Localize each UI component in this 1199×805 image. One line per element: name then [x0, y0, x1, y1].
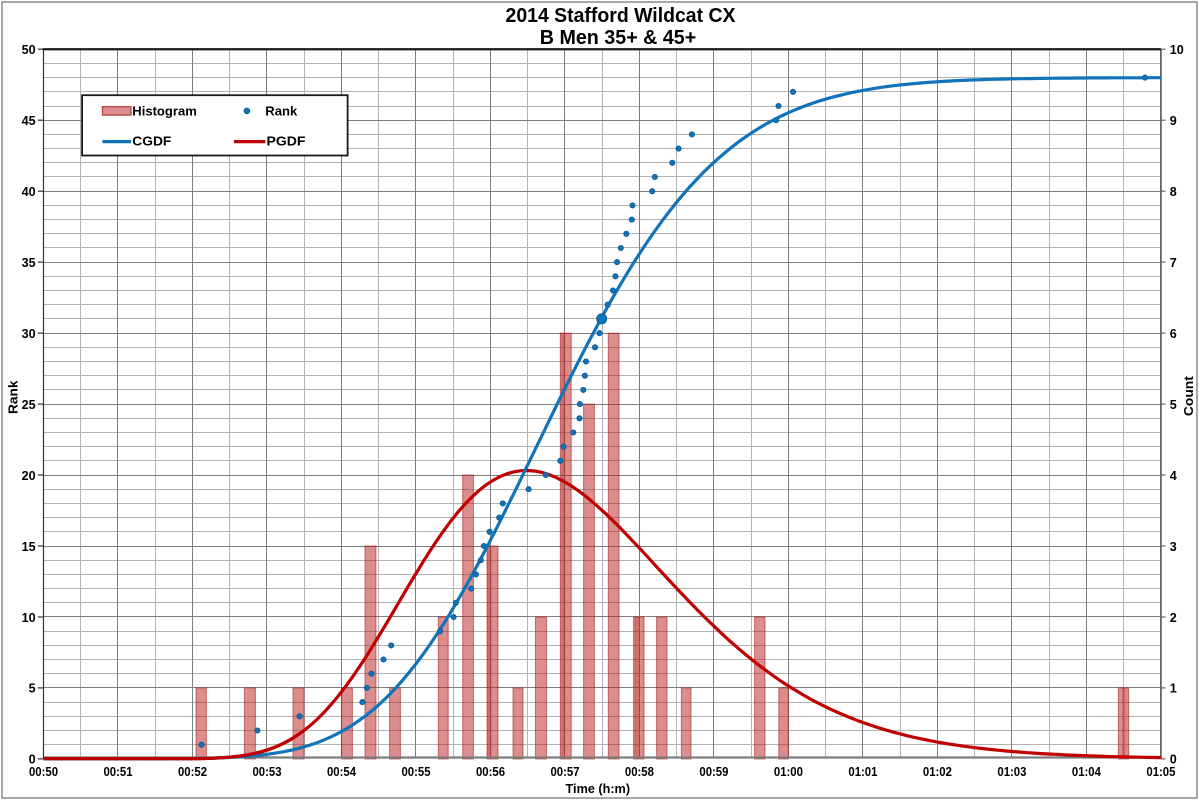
- svg-text:Rank: Rank: [6, 380, 21, 414]
- svg-text:01:04: 01:04: [1072, 764, 1102, 779]
- svg-text:4: 4: [1170, 468, 1178, 483]
- svg-text:35: 35: [22, 255, 36, 270]
- svg-text:50: 50: [22, 42, 36, 57]
- svg-text:20: 20: [22, 468, 36, 483]
- svg-text:00:58: 00:58: [625, 764, 654, 779]
- svg-text:00:57: 00:57: [551, 764, 580, 779]
- svg-text:9: 9: [1170, 113, 1177, 128]
- svg-text:15: 15: [22, 539, 36, 554]
- svg-text:2014 Stafford Wildcat CX: 2014 Stafford Wildcat CX: [506, 5, 736, 27]
- svg-text:Rank: Rank: [265, 103, 298, 118]
- svg-text:5: 5: [29, 681, 36, 696]
- svg-text:0: 0: [1170, 752, 1177, 767]
- svg-text:01:00: 01:00: [774, 764, 803, 779]
- svg-text:5: 5: [1170, 397, 1177, 412]
- svg-text:00:50: 00:50: [29, 764, 58, 779]
- svg-text:3: 3: [1170, 539, 1177, 554]
- svg-text:1: 1: [1170, 681, 1177, 696]
- svg-text:PGDF: PGDF: [267, 133, 306, 148]
- svg-text:00:51: 00:51: [104, 764, 133, 779]
- svg-text:01:03: 01:03: [997, 764, 1026, 779]
- svg-text:10: 10: [22, 610, 36, 625]
- svg-text:00:52: 00:52: [178, 764, 207, 779]
- svg-text:8: 8: [1170, 184, 1177, 199]
- svg-text:Histogram: Histogram: [132, 103, 197, 118]
- svg-text:Time (h:m): Time (h:m): [566, 781, 631, 796]
- svg-text:00:53: 00:53: [253, 764, 282, 779]
- svg-text:30: 30: [22, 326, 36, 341]
- svg-text:B Men 35+ & 45+: B Men 35+ & 45+: [540, 27, 697, 49]
- svg-text:00:54: 00:54: [327, 764, 357, 779]
- svg-text:45: 45: [22, 113, 36, 128]
- svg-text:2: 2: [1170, 610, 1177, 625]
- svg-text:01:05: 01:05: [1146, 764, 1175, 779]
- svg-text:Count: Count: [1181, 375, 1196, 416]
- svg-text:0: 0: [29, 752, 36, 767]
- svg-text:CGDF: CGDF: [132, 133, 171, 148]
- svg-text:01:02: 01:02: [923, 764, 952, 779]
- svg-text:01:01: 01:01: [848, 764, 877, 779]
- svg-text:7: 7: [1170, 255, 1177, 270]
- svg-text:00:56: 00:56: [476, 764, 505, 779]
- svg-text:6: 6: [1170, 326, 1177, 341]
- svg-text:25: 25: [22, 397, 36, 412]
- svg-text:00:59: 00:59: [699, 764, 728, 779]
- svg-text:10: 10: [1170, 42, 1184, 57]
- svg-text:40: 40: [22, 184, 36, 199]
- svg-text:00:55: 00:55: [402, 764, 431, 779]
